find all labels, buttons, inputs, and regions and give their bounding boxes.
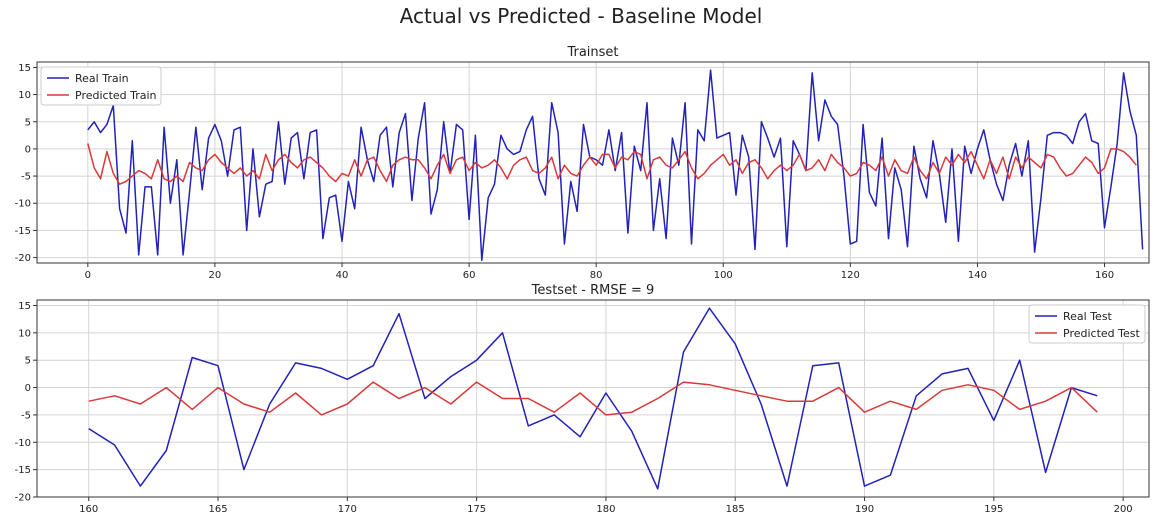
y-tick-label: -20 — [15, 253, 31, 264]
predicted-series-line — [88, 381, 1098, 416]
x-tick-label: 60 — [463, 270, 476, 281]
x-tick-label: 200 — [1114, 504, 1133, 515]
x-tick-label: 190 — [855, 504, 874, 515]
x-tick-label: 160 — [79, 504, 98, 515]
y-tick-label: -10 — [15, 438, 31, 449]
x-tick-label: 165 — [208, 504, 227, 515]
y-tick-label: 15 — [18, 301, 31, 312]
y-tick-label: -15 — [15, 465, 31, 476]
real-series-line — [88, 307, 1098, 490]
figure-title: Actual vs Predicted - Baseline Model — [399, 4, 763, 28]
panel-title: Trainset — [566, 45, 618, 60]
x-tick-label: 100 — [714, 270, 733, 281]
legend-label: Real Train — [75, 72, 129, 85]
plot-frame — [36, 299, 1150, 498]
x-tick-label: 180 — [596, 504, 615, 515]
legend-box — [40, 66, 162, 106]
real-series-line — [87, 69, 1144, 262]
y-tick-label: -20 — [15, 493, 31, 504]
legend-box — [1028, 304, 1146, 344]
y-tick-label: 15 — [18, 63, 31, 74]
x-tick-label: 195 — [984, 504, 1003, 515]
testset-panel: 160 165 170 175 180 185 190 195 200 15 10 5 0 -5 -10 -1… — [15, 283, 1150, 515]
predicted-series-line — [87, 143, 1137, 185]
x-tick-label: 80 — [590, 270, 603, 281]
y-tick-label: 5 — [25, 117, 31, 128]
x-tick-label: 160 — [1095, 270, 1114, 281]
y-tick-label: 10 — [18, 90, 31, 101]
trainset-panel: 0 20 40 60 80 100 120 140 160 15 10 5 0 -5 -10 -15 -20 Tr… — [15, 45, 1150, 281]
x-tick-label: 0 — [85, 270, 91, 281]
y-tick-label: -5 — [21, 172, 31, 183]
x-tick-label: 175 — [467, 504, 486, 515]
y-tick-label: 0 — [25, 144, 31, 155]
legend-label: Real Test — [1063, 310, 1113, 323]
x-tick-label: 170 — [338, 504, 357, 515]
x-tick-label: 140 — [968, 270, 987, 281]
y-tick-label: 0 — [25, 383, 31, 394]
legend-label: Predicted Train — [75, 89, 157, 102]
legend-label: Predicted Test — [1063, 327, 1140, 340]
y-tick-label: -10 — [15, 199, 31, 210]
y-tick-label: -15 — [15, 226, 31, 237]
x-tick-label: 185 — [726, 504, 745, 515]
x-tick-label: 40 — [336, 270, 349, 281]
plot-frame — [36, 61, 1150, 264]
x-tick-label: 120 — [841, 270, 860, 281]
y-tick-label: -5 — [21, 410, 31, 421]
y-tick-label: 5 — [25, 356, 31, 367]
x-tick-label: 20 — [209, 270, 222, 281]
y-tick-label: 10 — [18, 328, 31, 339]
panel-title: Testset - RMSE = 9 — [531, 283, 655, 298]
